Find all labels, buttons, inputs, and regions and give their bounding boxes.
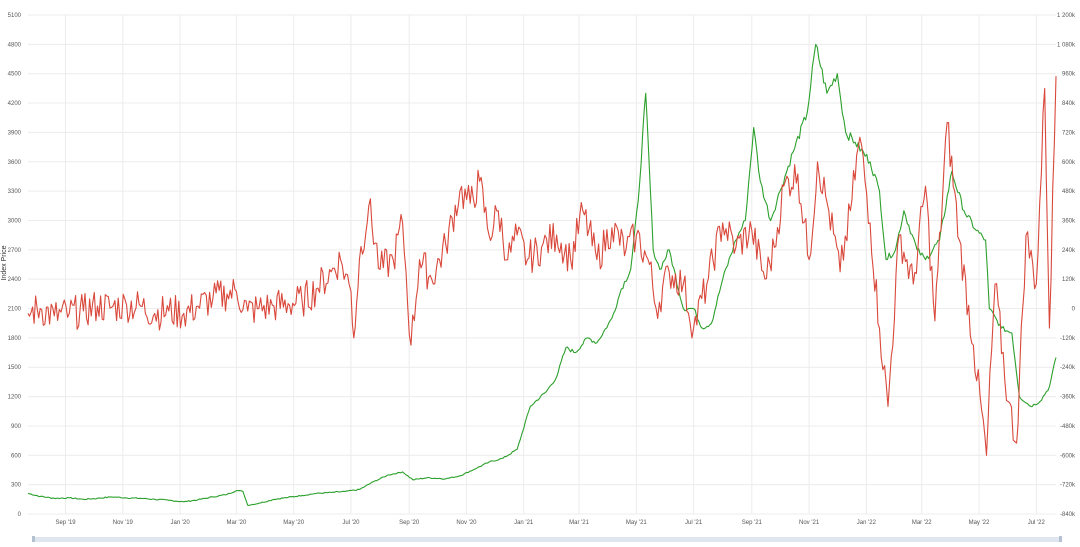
x-tick-label: Jul '22 [1028, 520, 1046, 526]
right-y-tick-label: 960k [1062, 72, 1076, 78]
navigator-handle-left[interactable] [32, 536, 35, 542]
right-axis-ticks: -840k -720k -600k -480k -360k -240k -120k 0 120k… [1057, 13, 1076, 518]
x-tick-label: Nov '21 [799, 520, 820, 526]
x-tick-label: Mar '20 [227, 520, 247, 526]
x-tick-label: Jan '20 [171, 520, 191, 526]
x-axis-ticks: Sep '19 Nov '19 Jan '20 Mar '20 May '20 Jul '… [55, 520, 1045, 526]
series-line-green [27, 43, 1057, 506]
x-tick-label: May '22 [969, 520, 990, 526]
x-tick-label: Jul '21 [685, 520, 703, 526]
left-y-tick-label: 3600 [8, 160, 22, 166]
left-y-tick-label: 4800 [8, 42, 22, 48]
left-y-tick-label: 3300 [8, 189, 22, 195]
x-tick-label: Mar '21 [569, 520, 589, 526]
right-y-tick-label: 600k [1062, 160, 1076, 166]
left-y-tick-label: 900 [11, 424, 22, 430]
left-y-tick-label: 3000 [8, 218, 22, 224]
navigator-handle-right[interactable] [1059, 536, 1062, 542]
x-tick-label: Sep '20 [399, 520, 420, 526]
right-y-tick-label: -360k [1060, 395, 1076, 401]
right-y-tick-label: -720k [1060, 483, 1076, 489]
x-tick-label: Jul '20 [342, 520, 360, 526]
right-y-tick-label: 0 [1072, 307, 1076, 313]
left-y-tick-label: 300 [11, 483, 22, 489]
right-y-tick-label: 840k [1062, 101, 1076, 107]
left-axis-ticks: 0 300 600 900 1200 1500 1800 2100 2400 2700 3000 33… [8, 13, 22, 518]
grid [28, 14, 1056, 515]
right-y-tick-label: -120k [1060, 336, 1076, 342]
x-tick-label: Sep '19 [55, 520, 76, 526]
left-y-tick-label: 1800 [8, 336, 22, 342]
left-y-tick-label: 4500 [8, 72, 22, 78]
left-y-tick-label: 0 [18, 512, 22, 518]
right-y-tick-label: 480k [1062, 189, 1076, 195]
series-line-red [27, 76, 1057, 456]
left-y-tick-label: 2100 [8, 307, 22, 313]
x-tick-label: Jan '22 [857, 520, 877, 526]
right-y-tick-label: -480k [1060, 424, 1076, 430]
right-y-tick-label: -240k [1060, 365, 1076, 371]
x-tick-label: Nov '19 [113, 520, 134, 526]
right-y-tick-label: 720k [1062, 130, 1076, 136]
left-y-tick-label: 1500 [8, 365, 22, 371]
series-layer [27, 43, 1057, 506]
left-y-tick-label: 4200 [8, 101, 22, 107]
right-y-tick-label: 1 200k [1057, 13, 1076, 19]
left-axis-title: Index Price [1, 245, 8, 280]
right-y-tick-label: 1 080k [1057, 42, 1076, 48]
right-y-tick-label: 240k [1062, 248, 1076, 254]
x-tick-label: Jan '21 [514, 520, 534, 526]
left-y-tick-label: 1200 [8, 395, 22, 401]
right-y-tick-label: 120k [1062, 277, 1076, 283]
left-y-tick-label: 2700 [8, 248, 22, 254]
right-y-tick-label: 360k [1062, 218, 1076, 224]
right-y-tick-label: -840k [1060, 512, 1076, 518]
x-tick-label: Sep '21 [742, 520, 763, 526]
x-tick-label: May '20 [283, 520, 304, 526]
right-y-tick-label: -600k [1060, 453, 1076, 459]
left-y-tick-label: 600 [11, 453, 22, 459]
left-y-tick-label: 3900 [8, 130, 22, 136]
left-y-tick-label: 5100 [8, 13, 22, 19]
range-navigator[interactable] [32, 536, 1062, 542]
x-tick-label: Mar '22 [912, 520, 932, 526]
navigator-track[interactable] [32, 537, 1062, 542]
x-tick-label: Nov '20 [456, 520, 477, 526]
left-y-tick-label: 2400 [8, 277, 22, 283]
x-tick-label: May '21 [626, 520, 647, 526]
